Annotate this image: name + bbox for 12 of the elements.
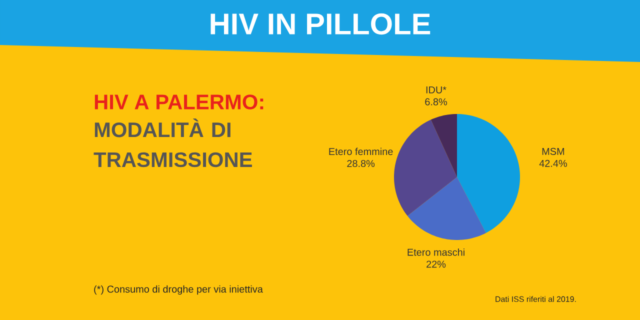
data-label: 6.8% [425,98,448,106]
slice-label: Etero maschi [408,248,464,256]
slice-label: IDU* [426,86,446,94]
data-label: 22% [426,260,446,268]
slice-label: Etero femmine [329,148,393,156]
chart-title: HIV IN PILLOLE [210,13,430,35]
chart-subtitle: HIV A PALERMO: [94,94,264,110]
slice-label: MSM [542,148,564,155]
data-label: 42.4% [539,160,567,167]
data-label: 28.8% [347,160,375,168]
text: (*) Consumo di droghe per via iniettiva [94,285,263,295]
text: MODALITÀ DI TRASMISSIONE [94,118,252,168]
